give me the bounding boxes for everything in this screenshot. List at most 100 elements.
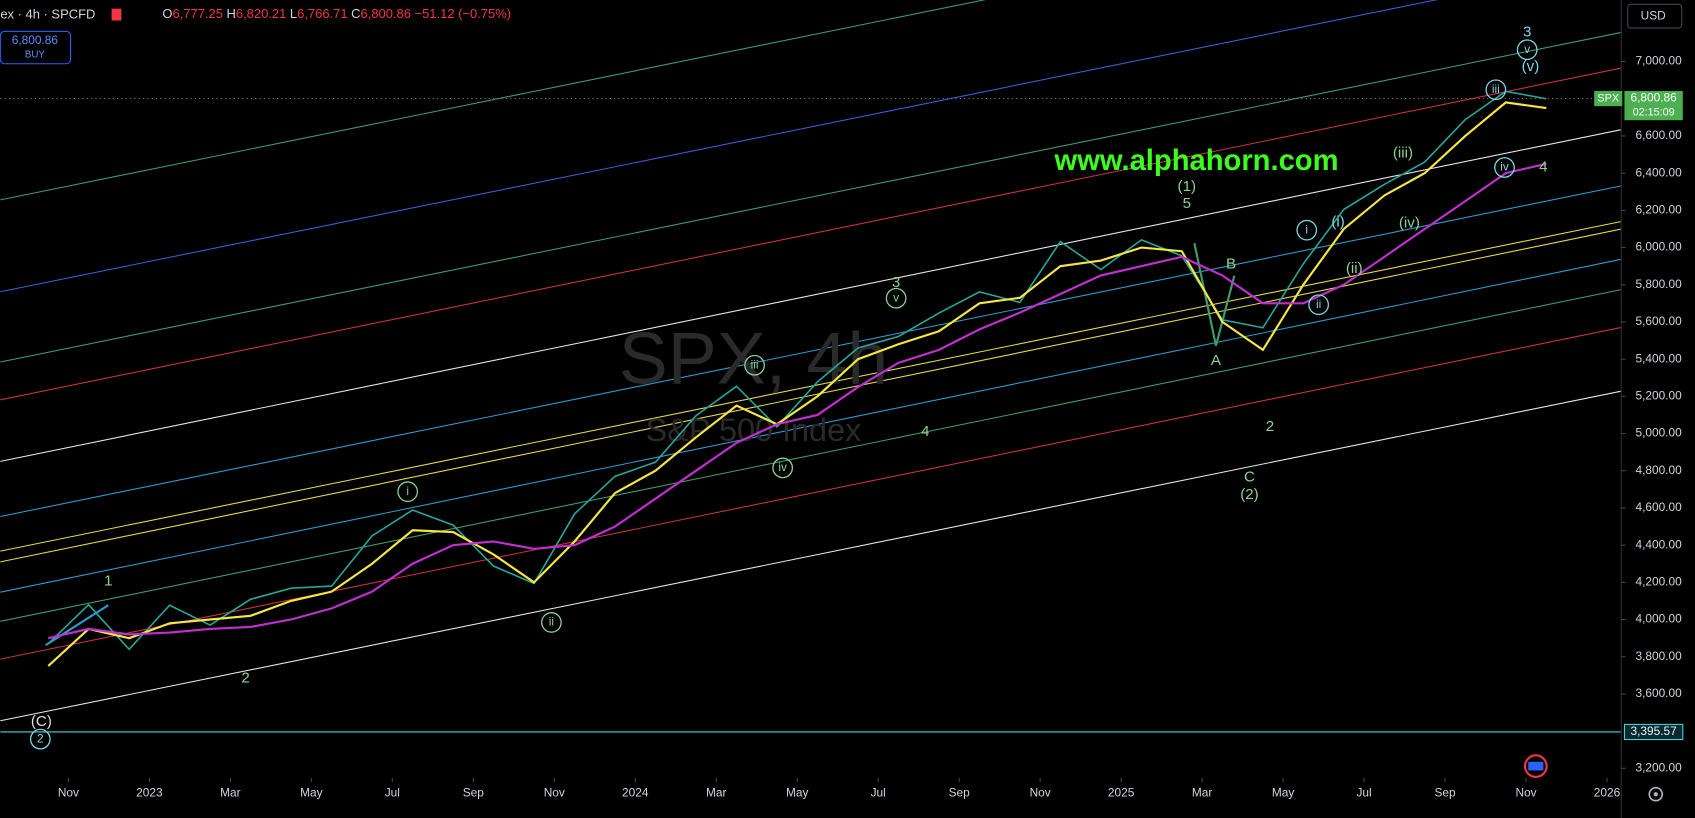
y-tick-label: 5,200.00 bbox=[1635, 388, 1682, 402]
ohlc-value: 6,800.86 bbox=[361, 7, 411, 22]
y-tick-label: 4,600.00 bbox=[1635, 500, 1682, 514]
x-tick-label: Mar bbox=[1192, 785, 1212, 799]
wave-label: iv bbox=[778, 460, 787, 474]
channel-line bbox=[0, 326, 1622, 660]
currency-button[interactable]: USD bbox=[1627, 3, 1683, 29]
x-tick-label: 2023 bbox=[136, 785, 163, 799]
channel-line bbox=[0, 185, 1622, 518]
buy-box[interactable] bbox=[0, 30, 72, 65]
series-line bbox=[47, 90, 1547, 651]
wave-circle bbox=[772, 457, 794, 479]
y-tick-label: 5,800.00 bbox=[1635, 277, 1682, 291]
wave-label: i bbox=[1305, 222, 1308, 236]
settings-dot bbox=[1653, 792, 1658, 797]
x-tick-label: Jul bbox=[1356, 785, 1371, 799]
wave-circle bbox=[1494, 157, 1515, 178]
wave-label: (1) bbox=[1178, 178, 1196, 195]
trend-line bbox=[45, 604, 109, 647]
x-tick-label: May bbox=[786, 785, 808, 799]
channel-line bbox=[0, 258, 1622, 593]
wave-label: (iii) bbox=[1393, 144, 1413, 161]
y-tick-label: 4,200.00 bbox=[1635, 574, 1682, 588]
symbol: ex · 4h · SPCFD bbox=[0, 7, 95, 22]
x-tick-label: Mar bbox=[706, 785, 726, 799]
wave-circle bbox=[1308, 294, 1330, 316]
settings-gear[interactable] bbox=[1648, 786, 1664, 802]
x-tick-label: Sep bbox=[949, 785, 971, 799]
currency-box[interactable] bbox=[1627, 3, 1683, 29]
y-tick-label: 6,600.00 bbox=[1635, 128, 1682, 142]
y-tick-label: 4,000.00 bbox=[1635, 612, 1682, 626]
wave-circle bbox=[1516, 39, 1538, 61]
wave-label: v bbox=[1524, 42, 1530, 56]
x-tick-label: Nov bbox=[58, 785, 79, 799]
wave-label: (C) bbox=[31, 713, 52, 730]
wave-circle bbox=[29, 728, 51, 750]
watermark-title: SPX, 4h bbox=[619, 317, 889, 400]
wave-line bbox=[1193, 242, 1218, 347]
ohlc-value: 6,820.21 bbox=[236, 7, 286, 22]
countdown: 02:15:09 bbox=[1633, 107, 1675, 119]
ohlc-value: 6,766.71 bbox=[297, 7, 347, 22]
x-tick-label: Nov bbox=[544, 785, 565, 799]
x-tick-label: Jul bbox=[385, 785, 400, 799]
wave-label: iii bbox=[1492, 82, 1500, 96]
channel-line bbox=[0, 31, 1622, 363]
wave-label: ii bbox=[549, 615, 554, 629]
wave-label: iv bbox=[1500, 160, 1509, 174]
price-tag bbox=[1624, 91, 1683, 121]
ohlc-label: L bbox=[290, 7, 297, 22]
channel-line bbox=[0, 0, 987, 201]
price-label: 6,800.86 bbox=[1630, 91, 1677, 105]
events-flag bbox=[1528, 761, 1544, 771]
ohlc: O6,777.25 H6,820.21 L6,766.71 C6,800.86 … bbox=[162, 7, 511, 22]
settings-icon[interactable] bbox=[1648, 786, 1664, 802]
channel-line bbox=[0, 67, 1622, 401]
wave-label: 5 bbox=[1183, 195, 1191, 212]
channel-line bbox=[0, 390, 1622, 722]
x-tick-label: Nov bbox=[1515, 785, 1536, 799]
series-line bbox=[47, 101, 1547, 667]
wave-circle bbox=[1296, 219, 1318, 241]
channel-lines bbox=[0, 0, 1622, 722]
wave-circle bbox=[541, 612, 562, 633]
y-tick-label: 3,200.00 bbox=[1635, 760, 1682, 774]
wave-label: 3 bbox=[1523, 23, 1531, 40]
wave-label: 3 bbox=[892, 274, 900, 291]
axes: 3,200.00 3,600.00 3,800.00 4,000.00 4,200.00… bbox=[58, 54, 1684, 799]
x-tick-label: Sep bbox=[1434, 785, 1456, 799]
buy-price: 6,800.86 bbox=[12, 33, 59, 47]
events-icon[interactable] bbox=[1523, 754, 1548, 779]
wave-line bbox=[1214, 275, 1236, 347]
y-tick-label: 5,400.00 bbox=[1635, 351, 1682, 365]
ohlc-label: C bbox=[351, 7, 360, 22]
symbol-label: SPX bbox=[1597, 92, 1619, 104]
wave-label: (2) bbox=[1240, 486, 1258, 503]
wave-label: iii bbox=[751, 357, 759, 371]
ohlc-label: O bbox=[162, 7, 172, 22]
wave-circle bbox=[397, 481, 419, 503]
hline-tag bbox=[1623, 723, 1684, 741]
price-axis bbox=[1621, 0, 1695, 818]
channel-line bbox=[0, 289, 1622, 622]
watermark-subtitle: S&P 500 Index bbox=[646, 412, 862, 448]
channel-line bbox=[0, 220, 1622, 552]
wave-label: 1 bbox=[104, 572, 112, 589]
buy-button[interactable]: 6,800.86 BUY bbox=[0, 30, 72, 65]
wave-label: 4 bbox=[921, 423, 929, 440]
currency: USD bbox=[1641, 8, 1666, 22]
y-tick-label: 7,000.00 bbox=[1635, 54, 1682, 68]
wave-label: v bbox=[893, 290, 899, 304]
x-tick-label: Nov bbox=[1030, 785, 1051, 799]
wave-label: 4 bbox=[1539, 158, 1547, 175]
y-tick-label: 3,800.00 bbox=[1635, 649, 1682, 663]
change: −51.12 (−0.75%) bbox=[415, 7, 512, 22]
x-tick-label: May bbox=[300, 785, 322, 799]
wave-label: (iv) bbox=[1399, 215, 1420, 232]
wave-label: 2 bbox=[241, 670, 249, 687]
ohlc-value: 6,777.25 bbox=[172, 7, 222, 22]
events-ring[interactable] bbox=[1523, 754, 1548, 779]
buy-label: BUY bbox=[25, 50, 46, 61]
